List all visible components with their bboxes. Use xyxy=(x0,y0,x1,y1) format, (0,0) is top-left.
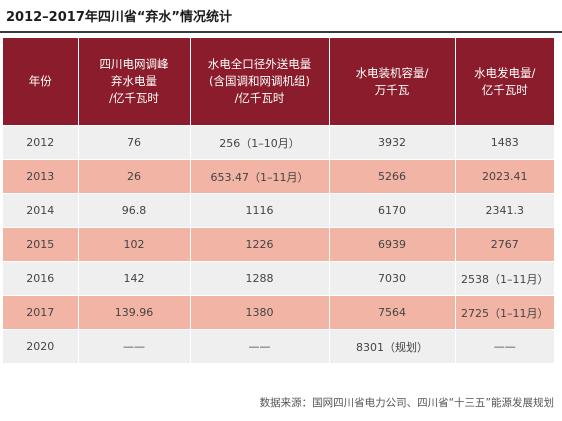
header-hydro-generation: 水电发电量/ 亿千瓦时 xyxy=(455,38,554,126)
cell-capacity: 5266 xyxy=(329,159,456,194)
table-row: 2020 —— —— 8301（规划） —— xyxy=(3,329,554,363)
header-installed-capacity: 水电装机容量/ 万千瓦 xyxy=(329,38,456,126)
table-row: 2013 26 653.47（1–11月） 5266 2023.41 xyxy=(3,159,554,194)
table-row: 2012 76 256（1–10月） 3932 1483 xyxy=(3,125,554,160)
table-row: 2014 96.8 1116 6170 2341.3 xyxy=(3,193,554,228)
cell-generation: 2341.3 xyxy=(455,193,554,228)
cell-year: 2012 xyxy=(3,125,79,160)
table-row: 2015 102 1226 6939 2767 xyxy=(3,227,554,262)
cell-generation: 1483 xyxy=(455,125,554,160)
cell-capacity: 8301（规划） xyxy=(329,329,456,363)
table-body: 2012 76 256（1–10月） 3932 1483 2013 26 653… xyxy=(3,125,554,363)
cell-curtailed: 76 xyxy=(78,125,191,160)
cell-capacity: 6939 xyxy=(329,227,456,262)
cell-curtailed: 26 xyxy=(78,159,191,194)
data-source-note: 数据来源：国网四川省电力公司、四川省“十三五”能源发展规划 xyxy=(259,397,554,409)
table-row: 2017 139.96 1380 7564 2725（1–11月） xyxy=(3,295,554,330)
cell-capacity: 6170 xyxy=(329,193,456,228)
header-hydro-export: 水电全口径外送电量 (含国调和网调机组) /亿千瓦时 xyxy=(190,38,330,126)
header-year: 年份 xyxy=(3,38,79,126)
cell-generation: 2538（1–11月） xyxy=(455,261,554,296)
cell-export: 1380 xyxy=(190,295,330,330)
cell-year: 2015 xyxy=(3,227,79,262)
cell-curtailed: 142 xyxy=(78,261,191,296)
cell-capacity: 7030 xyxy=(329,261,456,296)
header-curtailed-hydro: 四川电网调峰 弃水电量 /亿千瓦时 xyxy=(78,38,191,126)
cell-export: 1288 xyxy=(190,261,330,296)
statistics-table: 年份 四川电网调峰 弃水电量 /亿千瓦时 水电全口径外送电量 (含国调和网调机组… xyxy=(3,38,554,363)
title-rule xyxy=(0,31,562,33)
cell-export: 1226 xyxy=(190,227,330,262)
table-row: 2016 142 1288 7030 2538（1–11月） xyxy=(3,261,554,296)
cell-export: 1116 xyxy=(190,193,330,228)
cell-year: 2020 xyxy=(3,329,79,363)
header-row: 年份 四川电网调峰 弃水电量 /亿千瓦时 水电全口径外送电量 (含国调和网调机组… xyxy=(3,38,554,126)
cell-generation: 2725（1–11月） xyxy=(455,295,554,330)
cell-capacity: 3932 xyxy=(329,125,456,160)
cell-curtailed: 102 xyxy=(78,227,191,262)
cell-curtailed: 139.96 xyxy=(78,295,191,330)
cell-curtailed: —— xyxy=(78,329,191,363)
cell-export: 256（1–10月） xyxy=(190,125,330,160)
cell-year: 2013 xyxy=(3,159,79,194)
cell-generation: 2023.41 xyxy=(455,159,554,194)
cell-generation: 2767 xyxy=(455,227,554,262)
table-title: 2012–2017年四川省“弃水”情况统计 xyxy=(6,10,232,25)
table-header: 年份 四川电网调峰 弃水电量 /亿千瓦时 水电全口径外送电量 (含国调和网调机组… xyxy=(3,38,554,126)
cell-export: —— xyxy=(190,329,330,363)
cell-generation: —— xyxy=(455,329,554,363)
cell-capacity: 7564 xyxy=(329,295,456,330)
cell-curtailed: 96.8 xyxy=(78,193,191,228)
cell-export: 653.47（1–11月） xyxy=(190,159,330,194)
cell-year: 2017 xyxy=(3,295,79,330)
cell-year: 2014 xyxy=(3,193,79,228)
cell-year: 2016 xyxy=(3,261,79,296)
